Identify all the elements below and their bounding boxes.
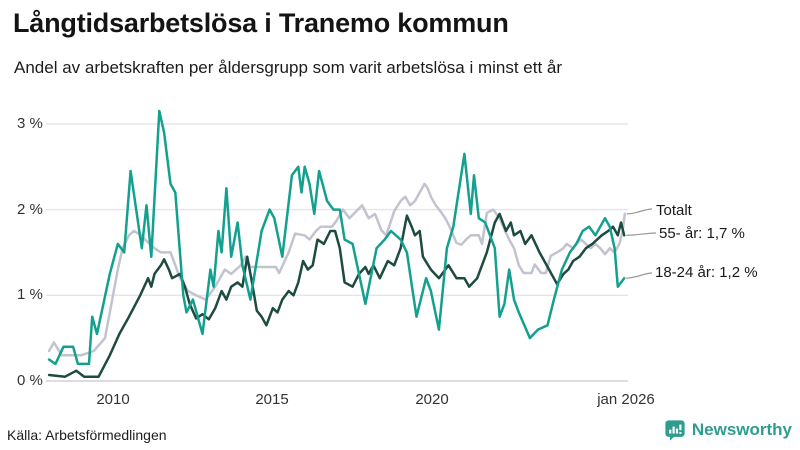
y-tick-1: 1 % <box>17 286 43 303</box>
newsworthy-wordmark: Newsworthy <box>691 420 792 439</box>
x-tick-jan-2026: jan 2026 <box>597 391 655 408</box>
y-tick-2: 2 % <box>17 201 43 218</box>
series-label-18-24: 18-24 år: 1,2 % <box>655 264 758 281</box>
y-tick-0: 0 % <box>17 372 43 389</box>
y-tick-3: 3 % <box>17 115 43 132</box>
x-tick-2010: 2010 <box>96 391 130 408</box>
newsworthy-logo[interactable]: Newsworthy <box>664 419 792 441</box>
page-title: Långtidsarbetslösa i Tranemo kommun <box>13 8 509 38</box>
series-label-totalt: Totalt <box>656 202 692 219</box>
source-note: Källa: Arbetsförmedlingen <box>7 427 167 443</box>
series-label-55: 55- år: 1,7 % <box>659 225 745 242</box>
x-tick-2020: 2020 <box>415 391 449 408</box>
chart-subtitle: Andel av arbetskraften per åldersgrupp s… <box>14 58 563 77</box>
x-tick-2015: 2015 <box>255 391 289 408</box>
newsworthy-chart-bubble-icon <box>665 420 685 441</box>
